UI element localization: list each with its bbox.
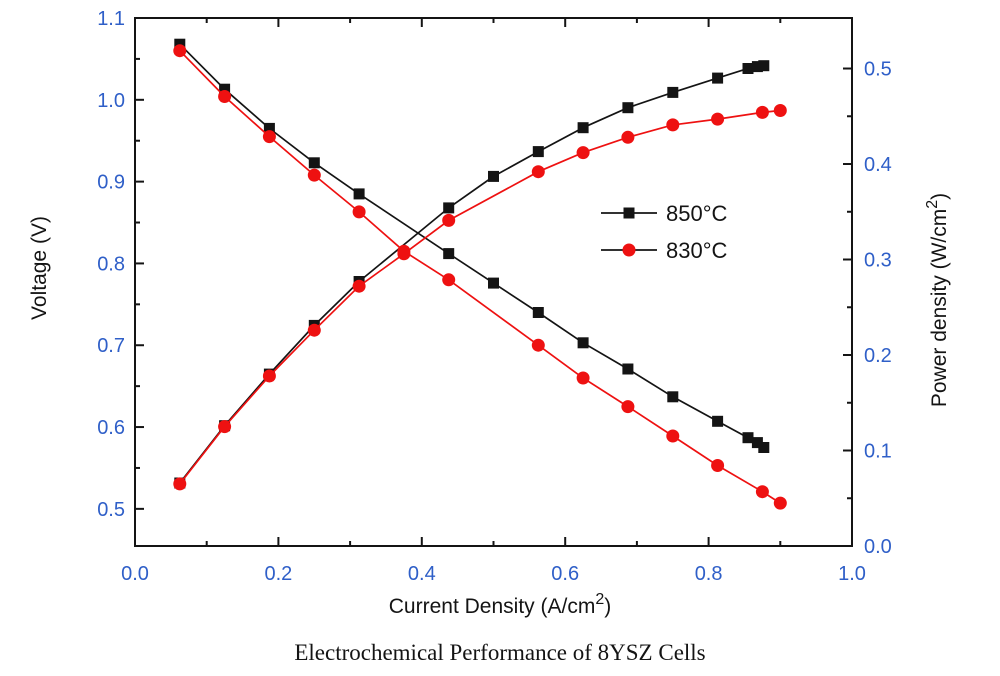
- voltage-curve-850: [174, 38, 770, 453]
- power-tick-label: 0.4: [864, 154, 892, 176]
- chart-title: Electrochemical Performance of 8YSZ Cell…: [294, 640, 705, 665]
- x-axis-label: Current Density (A/cm2): [389, 591, 611, 618]
- voltage-curve-830: [173, 44, 787, 510]
- x-tick-label: 0.2: [264, 563, 292, 585]
- voltage-tick-label: 1.0: [97, 90, 125, 112]
- x-tick-label: 1.0: [838, 563, 866, 585]
- voltage-tick-label: 0.7: [97, 335, 125, 357]
- power-tick-label: 0.1: [864, 441, 892, 463]
- voltage-tick-label: 0.5: [97, 499, 125, 521]
- legend-label-850: 850°C: [666, 201, 728, 226]
- power-tick-label: 0.5: [864, 59, 892, 81]
- voltage-tick-label: 0.9: [97, 172, 125, 194]
- left-axis-label: Voltage (V): [28, 216, 51, 320]
- right-axis-label: Power density (W/cm2): [924, 193, 951, 407]
- x-tick-label: 0.6: [551, 563, 579, 585]
- power-curve-830: [173, 104, 787, 491]
- x-tick-label: 0.4: [408, 563, 436, 585]
- legend-label-830: 830°C: [666, 238, 728, 263]
- x-tick-label: 0.0: [121, 563, 149, 585]
- voltage-tick-label: 0.6: [97, 417, 125, 439]
- power-tick-label: 0.0: [864, 536, 892, 558]
- power-tick-label: 0.2: [864, 345, 892, 367]
- voltage-tick-label: 0.8: [97, 253, 125, 275]
- x-tick-label: 0.8: [695, 563, 723, 585]
- legend: 850°C 830°C: [601, 201, 728, 263]
- voltage-tick-label: 1.1: [97, 8, 125, 30]
- legend-circle-marker-830: [622, 243, 636, 257]
- plot-area: 0.0 0.2 0.4 0.6 0.8 1.0 0.5 0.6 0.7 0.8 0.9 1.0 1.1 0…: [97, 8, 892, 585]
- legend-square-marker-850: [623, 207, 635, 219]
- power-tick-label: 0.3: [864, 250, 892, 272]
